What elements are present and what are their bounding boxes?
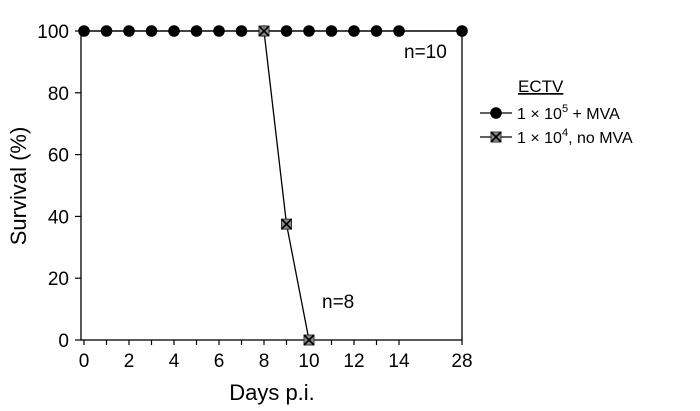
- x-tick-label: 28: [451, 351, 472, 372]
- x-tick-label: 8: [259, 351, 270, 372]
- y-tick-label: 80: [48, 84, 69, 105]
- legend-label-2: 1 × 104, no MVA: [517, 127, 633, 147]
- series-1-point: [456, 25, 468, 37]
- y-tick-label: 60: [48, 146, 69, 167]
- x-tick-label: 14: [388, 351, 410, 372]
- x-tick-label: 2: [124, 351, 135, 372]
- series-1-point: [235, 25, 248, 37]
- plot-area: [80, 30, 463, 341]
- legend-title: ECTV: [518, 77, 564, 96]
- series-1-point: [280, 25, 293, 37]
- series-2-point: [303, 334, 315, 346]
- x-axis-title: Days p.i.: [229, 380, 315, 405]
- legend-marker-2: [490, 131, 502, 143]
- x-axis-ticks: 0 2 4 6 8 10 12 14 28: [79, 340, 473, 372]
- series-layer: [78, 25, 468, 346]
- series-1-point: [78, 25, 90, 37]
- series-1-point: [370, 25, 383, 37]
- annotation-n10: n=10: [404, 42, 447, 63]
- series-1-point: [190, 25, 203, 37]
- annotation-n8: n=8: [322, 292, 354, 313]
- legend-marker-1: [490, 107, 502, 119]
- legend-label-1: 1 × 105 + MVA: [517, 103, 620, 123]
- series-1-point: [303, 25, 315, 37]
- series-2-point: [258, 25, 270, 37]
- x-tick-label: 6: [214, 351, 225, 372]
- x-tick-label: 4: [169, 351, 180, 372]
- series-1-point: [145, 25, 158, 37]
- series-1-point: [325, 25, 338, 37]
- y-axis-ticks: 0 20 40 60 80 100: [37, 22, 81, 352]
- series-line-2: [263, 30, 310, 341]
- plot-frame: [80, 30, 463, 341]
- series-1-point: [348, 25, 360, 37]
- series-1-point: [123, 25, 135, 37]
- x-tick-label: 12: [343, 351, 364, 372]
- series-1-point: [168, 25, 180, 37]
- y-tick-label: 40: [48, 207, 69, 228]
- series-1-point: [100, 25, 113, 37]
- legend: ECTV 1 × 105 + MVA 1 × 104, no MVA: [480, 77, 633, 147]
- series-1-point: [393, 25, 405, 37]
- x-tick-label: 10: [298, 351, 319, 372]
- y-tick-label: 0: [58, 331, 69, 352]
- y-tick-label: 100: [37, 22, 69, 43]
- series-2-point: [280, 218, 293, 230]
- series-1-point: [213, 25, 225, 37]
- y-tick-label: 20: [48, 269, 69, 290]
- y-axis-title: Survival (%): [6, 127, 31, 246]
- x-tick-label: 0: [79, 351, 90, 372]
